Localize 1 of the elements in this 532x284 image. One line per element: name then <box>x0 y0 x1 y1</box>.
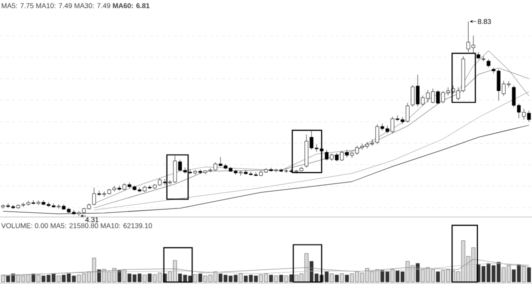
candlestick <box>482 56 486 62</box>
